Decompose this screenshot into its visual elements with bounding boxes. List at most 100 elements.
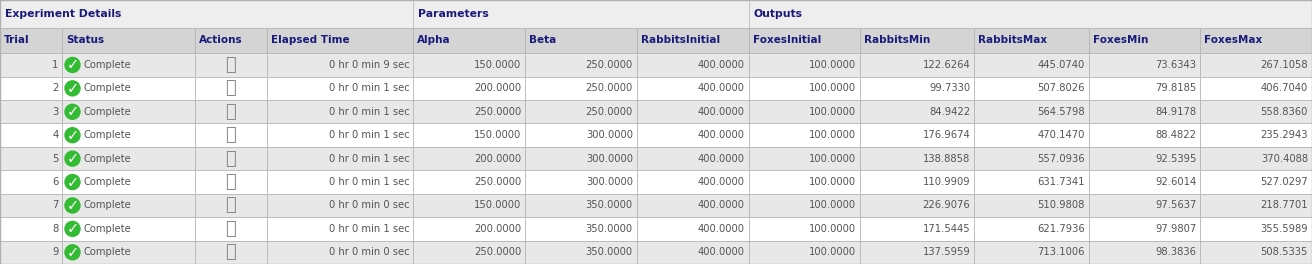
Bar bbox=[861, 147, 975, 170]
Bar bbox=[861, 124, 975, 147]
Text: 🗑: 🗑 bbox=[226, 150, 236, 168]
Text: ✓: ✓ bbox=[67, 104, 79, 119]
Bar bbox=[975, 217, 1089, 241]
Bar bbox=[861, 241, 975, 264]
Bar bbox=[413, 77, 525, 100]
Circle shape bbox=[66, 104, 80, 119]
Bar bbox=[636, 170, 749, 194]
Bar bbox=[63, 53, 194, 77]
Bar bbox=[1200, 100, 1312, 124]
Circle shape bbox=[66, 81, 80, 96]
Bar bbox=[525, 170, 636, 194]
Bar bbox=[63, 170, 194, 194]
Bar bbox=[861, 217, 975, 241]
Text: 3: 3 bbox=[52, 107, 59, 117]
Bar bbox=[749, 77, 861, 100]
Text: ✓: ✓ bbox=[67, 81, 79, 96]
Text: Beta: Beta bbox=[529, 35, 556, 45]
Text: Trial: Trial bbox=[4, 35, 30, 45]
Bar bbox=[525, 241, 636, 264]
Bar bbox=[1200, 147, 1312, 170]
Text: 100.0000: 100.0000 bbox=[810, 107, 857, 117]
Text: 0 hr 0 min 0 sec: 0 hr 0 min 0 sec bbox=[329, 200, 409, 210]
Text: 2: 2 bbox=[52, 83, 59, 93]
Bar bbox=[525, 28, 636, 53]
Text: 9: 9 bbox=[52, 247, 59, 257]
Text: 370.4088: 370.4088 bbox=[1261, 154, 1308, 164]
Text: 564.5798: 564.5798 bbox=[1036, 107, 1085, 117]
Text: 🗑: 🗑 bbox=[226, 173, 236, 191]
Bar bbox=[194, 77, 266, 100]
Bar bbox=[266, 124, 413, 147]
Text: 400.0000: 400.0000 bbox=[698, 154, 744, 164]
Text: RabbitsMax: RabbitsMax bbox=[979, 35, 1047, 45]
Text: RabbitsInitial: RabbitsInitial bbox=[640, 35, 720, 45]
Bar bbox=[194, 124, 266, 147]
Bar bbox=[525, 77, 636, 100]
Text: 138.8858: 138.8858 bbox=[924, 154, 971, 164]
Bar bbox=[636, 147, 749, 170]
Text: Complete: Complete bbox=[84, 107, 131, 117]
Text: 350.0000: 350.0000 bbox=[585, 247, 632, 257]
Bar bbox=[194, 217, 266, 241]
Text: ✓: ✓ bbox=[67, 151, 79, 166]
Bar bbox=[413, 241, 525, 264]
Text: 🗑: 🗑 bbox=[226, 79, 236, 97]
Circle shape bbox=[66, 198, 80, 213]
Bar bbox=[975, 147, 1089, 170]
Text: 7: 7 bbox=[52, 200, 59, 210]
Text: 250.0000: 250.0000 bbox=[585, 83, 632, 93]
Text: 8: 8 bbox=[52, 224, 59, 234]
Bar bbox=[1200, 124, 1312, 147]
Text: 92.6014: 92.6014 bbox=[1155, 177, 1197, 187]
Text: 🗑: 🗑 bbox=[226, 56, 236, 74]
Bar bbox=[975, 77, 1089, 100]
Text: 79.8185: 79.8185 bbox=[1155, 83, 1197, 93]
Circle shape bbox=[66, 245, 80, 260]
Text: 🗑: 🗑 bbox=[226, 103, 236, 121]
Bar bbox=[266, 53, 413, 77]
Bar bbox=[525, 100, 636, 124]
Text: 4: 4 bbox=[52, 130, 59, 140]
Bar bbox=[861, 53, 975, 77]
Text: RabbitsMin: RabbitsMin bbox=[865, 35, 930, 45]
Text: 507.8026: 507.8026 bbox=[1036, 83, 1085, 93]
Bar bbox=[975, 100, 1089, 124]
Bar bbox=[63, 77, 194, 100]
Text: 0 hr 0 min 1 sec: 0 hr 0 min 1 sec bbox=[328, 177, 409, 187]
Bar bbox=[975, 194, 1089, 217]
Text: 713.1006: 713.1006 bbox=[1036, 247, 1085, 257]
Text: 250.0000: 250.0000 bbox=[474, 177, 521, 187]
Text: 406.7040: 406.7040 bbox=[1261, 83, 1308, 93]
Bar bbox=[1200, 194, 1312, 217]
Bar bbox=[63, 217, 194, 241]
Bar bbox=[1089, 241, 1200, 264]
Bar bbox=[266, 100, 413, 124]
Text: Complete: Complete bbox=[84, 83, 131, 93]
Text: 110.9909: 110.9909 bbox=[922, 177, 971, 187]
Bar bbox=[413, 147, 525, 170]
Text: 445.0740: 445.0740 bbox=[1038, 60, 1085, 70]
Bar bbox=[266, 217, 413, 241]
Text: 300.0000: 300.0000 bbox=[585, 177, 632, 187]
Bar bbox=[0, 241, 63, 264]
Bar bbox=[749, 53, 861, 77]
Bar bbox=[63, 194, 194, 217]
Text: 100.0000: 100.0000 bbox=[810, 224, 857, 234]
Text: Complete: Complete bbox=[84, 224, 131, 234]
Text: 84.9422: 84.9422 bbox=[929, 107, 971, 117]
Text: 400.0000: 400.0000 bbox=[698, 83, 744, 93]
Bar bbox=[0, 28, 63, 53]
Bar bbox=[0, 100, 63, 124]
Text: 🗑: 🗑 bbox=[226, 196, 236, 214]
Bar bbox=[1089, 100, 1200, 124]
Text: 300.0000: 300.0000 bbox=[585, 130, 632, 140]
Text: Parameters: Parameters bbox=[419, 9, 489, 19]
Bar bbox=[194, 147, 266, 170]
Text: 176.9674: 176.9674 bbox=[922, 130, 971, 140]
Text: Actions: Actions bbox=[198, 35, 243, 45]
Text: ✓: ✓ bbox=[67, 198, 79, 213]
Text: 400.0000: 400.0000 bbox=[698, 247, 744, 257]
Text: Complete: Complete bbox=[84, 177, 131, 187]
Text: 226.9076: 226.9076 bbox=[922, 200, 971, 210]
